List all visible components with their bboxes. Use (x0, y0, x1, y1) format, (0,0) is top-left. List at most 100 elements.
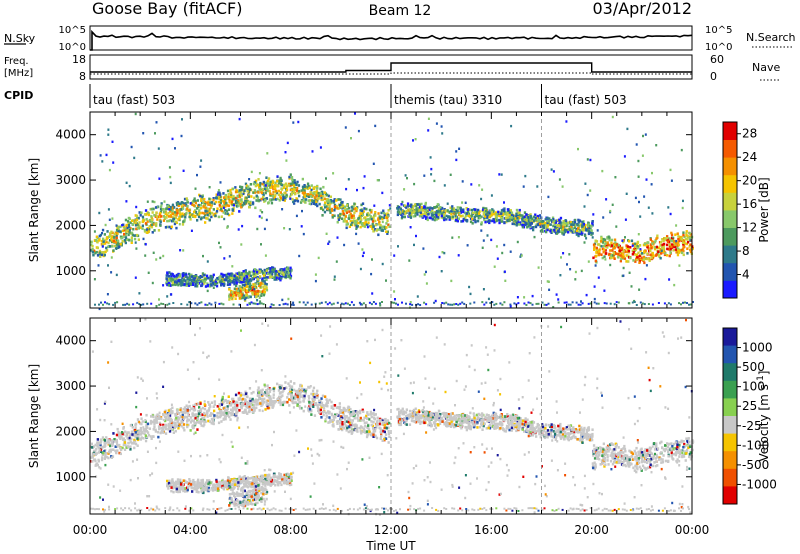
scatter-cell (222, 413, 225, 416)
scatter-cell (524, 174, 527, 178)
scatter-cell (535, 223, 538, 226)
scatter-cell (129, 227, 132, 230)
scatter-cell (151, 281, 154, 285)
scatter-cell (282, 303, 285, 306)
scatter-cell (116, 445, 119, 448)
scatter-cell (90, 243, 93, 247)
scatter-cell (663, 302, 666, 305)
scatter-cell (568, 228, 571, 231)
scatter-cell (374, 214, 377, 217)
scatter-cell (433, 215, 436, 219)
scatter-cell (110, 448, 113, 452)
scatter-cell (346, 302, 349, 305)
scatter-cell (409, 301, 412, 304)
scatter-cell (598, 250, 601, 253)
scatter-cell (345, 425, 349, 428)
scatter-cell (297, 189, 301, 193)
scatter-cell (281, 401, 284, 404)
scatter-cell (123, 448, 127, 451)
ytick-label: 2000 (55, 218, 86, 232)
scatter-cell (160, 302, 163, 305)
scatter-cell (231, 410, 234, 413)
scatter-cell (150, 218, 154, 221)
scatter-cell (232, 406, 235, 410)
scatter-cell (632, 259, 635, 262)
scatter-cell (290, 188, 293, 192)
scatter-cell (387, 223, 390, 227)
scatter-cell (143, 432, 146, 435)
scatter-cell (587, 302, 590, 305)
scatter-cell (378, 217, 381, 220)
scatter-cell (331, 216, 334, 219)
scatter-cell (373, 204, 376, 207)
scatter-cell (352, 424, 355, 427)
scatter-cell (312, 200, 315, 204)
scatter-cell (243, 283, 246, 287)
scatter-cell (377, 218, 380, 221)
scatter-cell (654, 246, 657, 249)
scatter-cell (424, 201, 427, 205)
scatter-cell (224, 205, 227, 208)
nave-label: Nave (752, 61, 780, 74)
scatter-cell (304, 303, 307, 306)
scatter-cell (160, 202, 163, 205)
scatter-cell (183, 416, 187, 419)
scatter-cell (674, 233, 677, 236)
power-scatter (90, 112, 694, 311)
scatter-cell (260, 391, 263, 394)
scatter-cell (590, 233, 593, 236)
scatter-cell (224, 193, 228, 197)
scatter-cell (669, 247, 672, 251)
scatter-cell (269, 388, 272, 391)
scatter-cell (227, 411, 230, 414)
scatter-cell (449, 206, 452, 210)
scatter-cell (459, 207, 462, 210)
scatter-cell (286, 400, 289, 404)
scatter-cell (175, 281, 178, 284)
scatter-cell (193, 210, 196, 214)
scatter-cell (150, 220, 154, 223)
scatter-cell (221, 273, 225, 277)
scatter-cell (227, 279, 231, 282)
scatter-cell (587, 224, 590, 227)
scatter-cell (516, 240, 519, 244)
scatter-cell (210, 201, 214, 204)
scatter-cell (638, 244, 642, 247)
scatter-cell (106, 236, 109, 239)
scatter-cell (443, 209, 446, 213)
scatter-cell (247, 185, 250, 188)
scatter-cell (577, 303, 580, 306)
scatter-cell (324, 206, 326, 209)
scatter-cell (408, 212, 411, 215)
scatter-cell (592, 243, 596, 247)
scatter-cell (342, 303, 345, 306)
scatter-cell (171, 283, 174, 287)
scatter-cell (526, 216, 530, 219)
scatter-cell (678, 264, 681, 267)
scatter-cell (162, 207, 165, 211)
scatter-cell (108, 439, 111, 442)
scatter-cell (358, 301, 361, 304)
scatter-cell (561, 228, 564, 231)
scatter-cell (252, 269, 256, 273)
scatter-cell (547, 302, 550, 305)
scatter-cell (294, 199, 297, 202)
scatter-cell (115, 236, 118, 240)
scatter-cell (612, 246, 615, 250)
scatter-cell (450, 209, 453, 213)
scatter-cell (347, 410, 350, 414)
scatter-cell (185, 282, 188, 285)
scatter-cell (376, 179, 379, 182)
scatter-cell (538, 214, 542, 217)
scatter-cell (255, 270, 259, 274)
scatter-cell (610, 244, 613, 247)
scatter-cell (95, 250, 98, 254)
scatter-cell (293, 388, 296, 392)
scatter-cell (595, 302, 598, 305)
scatter-cell (385, 222, 388, 225)
scatter-cell (355, 223, 358, 227)
scatter-cell (532, 228, 535, 232)
scatter-cell (312, 192, 315, 195)
scatter-cell (260, 294, 263, 297)
scatter-cell (170, 219, 174, 223)
